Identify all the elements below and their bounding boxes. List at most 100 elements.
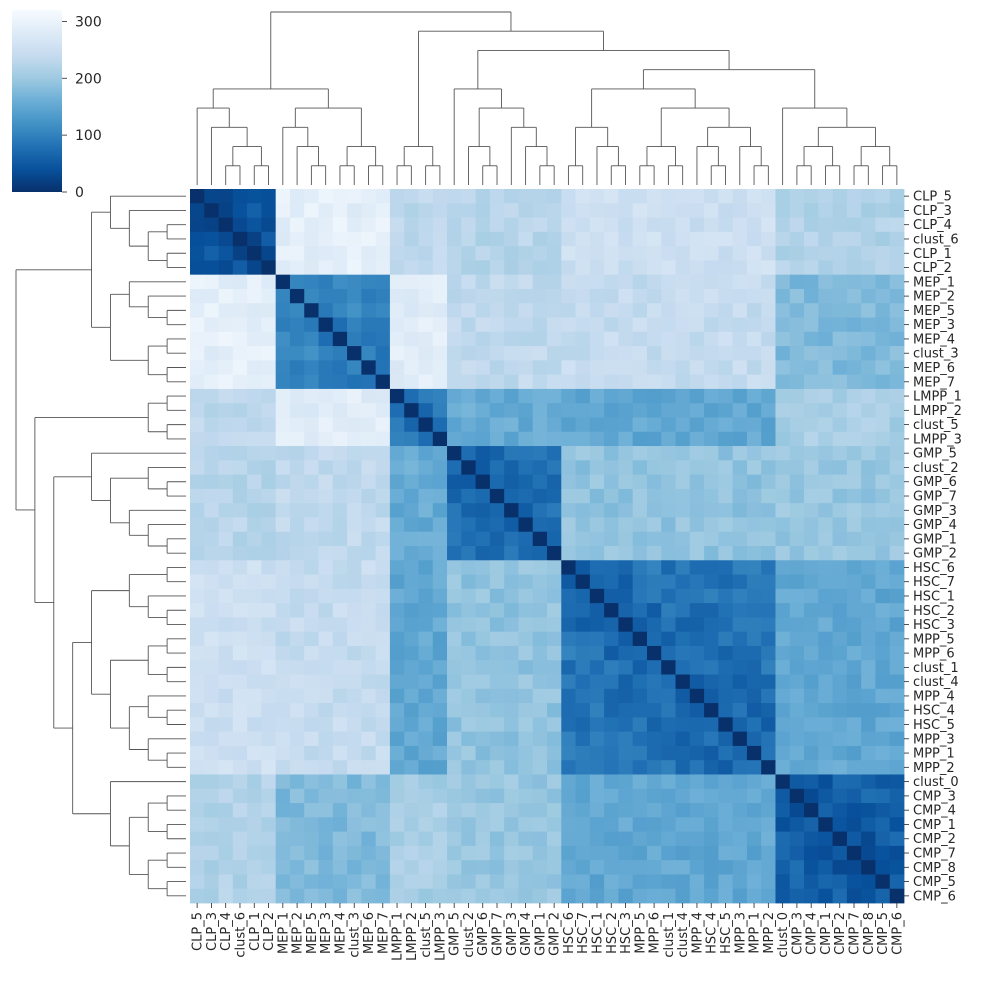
heatmap-cell <box>404 560 419 575</box>
heatmap-cell <box>618 460 634 475</box>
row-label: HSC_1 <box>913 589 955 604</box>
heatmap-cell <box>232 888 248 904</box>
heatmap-cell <box>846 503 862 518</box>
heatmap-cell <box>761 631 776 647</box>
heatmap-cell <box>675 374 691 390</box>
heatmap-cell <box>504 189 519 204</box>
heatmap-cell <box>889 574 905 590</box>
row-label: HSC_6 <box>913 561 955 576</box>
heatmap-cell <box>561 503 576 518</box>
heatmap-cell <box>561 446 576 461</box>
heatmap-cell <box>532 674 548 690</box>
heatmap-cell <box>547 446 562 461</box>
heatmap-cell <box>261 246 277 261</box>
heatmap-cell <box>661 460 676 475</box>
heatmap-cell <box>604 460 619 475</box>
heatmap-cell <box>404 346 419 361</box>
heatmap-cell <box>589 488 605 504</box>
heatmap-cell <box>261 360 277 376</box>
heatmap-cell <box>247 860 262 875</box>
heatmap-cell <box>318 488 334 504</box>
heatmap-cell <box>704 817 719 832</box>
heatmap-cell <box>704 546 719 561</box>
heatmap-cell <box>318 703 334 718</box>
heatmap-cell <box>889 217 905 233</box>
heatmap-cell <box>589 331 605 347</box>
heatmap-cell <box>289 231 305 247</box>
heatmap-cell <box>789 203 805 218</box>
heatmap-cell <box>861 331 876 347</box>
heatmap-cell <box>804 603 819 618</box>
heatmap-cell <box>289 531 305 547</box>
heatmap-cell <box>190 260 205 276</box>
heatmap-cell <box>547 331 562 347</box>
heatmap-cell <box>204 817 219 832</box>
heatmap-cell <box>732 231 748 247</box>
heatmap-cell <box>618 546 634 561</box>
heatmap-cell <box>661 217 676 233</box>
heatmap-cell <box>589 760 605 775</box>
heatmap-cell <box>404 488 419 504</box>
heatmap-cell <box>418 331 434 347</box>
heatmap-cell <box>661 588 676 604</box>
heatmap-cell <box>789 874 805 890</box>
heatmap-cell <box>675 831 691 847</box>
heatmap-cell <box>504 474 519 490</box>
heatmap-cell <box>190 360 205 376</box>
heatmap-cell <box>618 346 634 361</box>
heatmap-cell <box>618 803 634 818</box>
heatmap-cell <box>746 703 762 718</box>
heatmap-cell <box>318 845 334 861</box>
heatmap-cell <box>275 888 291 904</box>
heatmap-cell <box>618 860 634 875</box>
heatmap-cell <box>418 803 434 818</box>
heatmap-cell <box>604 760 619 775</box>
heatmap-cell <box>432 703 448 718</box>
heatmap-cell <box>861 845 876 861</box>
heatmap-cell <box>732 674 748 690</box>
row-label: GMP_5 <box>913 447 957 462</box>
heatmap-cell <box>589 217 605 233</box>
heatmap-cell <box>318 474 334 490</box>
column-label: CLP_4 <box>219 912 234 951</box>
heatmap-cell <box>732 688 748 704</box>
heatmap-cell <box>489 860 505 875</box>
heatmap-cell <box>547 560 562 575</box>
heatmap-cell <box>861 860 876 875</box>
heatmap-cell <box>232 317 248 333</box>
heatmap-cell <box>875 503 891 518</box>
heatmap-cell <box>275 388 291 404</box>
heatmap-cell <box>432 803 448 818</box>
heatmap-cell <box>475 189 491 204</box>
heatmap-cell <box>675 860 691 875</box>
heatmap-cell <box>846 588 862 604</box>
heatmap-cell <box>204 374 219 390</box>
heatmap-cell <box>718 260 734 276</box>
heatmap-cell <box>432 317 448 333</box>
heatmap-cell <box>604 488 619 504</box>
heatmap-cell <box>404 217 419 233</box>
heatmap-cell <box>375 845 391 861</box>
heatmap-cell <box>861 431 876 447</box>
heatmap-cell <box>575 503 591 518</box>
heatmap-cell <box>375 588 391 604</box>
heatmap-cell <box>232 446 248 461</box>
heatmap-cell <box>232 388 248 404</box>
heatmap-cell <box>361 403 377 418</box>
heatmap-cell <box>304 474 319 490</box>
heatmap-cell <box>404 403 419 418</box>
heatmap-cell <box>361 760 377 775</box>
heatmap-cell <box>432 574 448 590</box>
heatmap-cell <box>561 260 576 276</box>
heatmap-cell <box>361 645 377 661</box>
heatmap-cell <box>775 717 791 733</box>
column-label: MPP_2 <box>762 912 777 954</box>
heatmap-cell <box>461 845 476 861</box>
heatmap-cell <box>861 788 876 804</box>
heatmap-cell <box>632 774 648 790</box>
heatmap-cell <box>646 246 662 261</box>
heatmap-cell <box>489 360 505 376</box>
heatmap-cell <box>275 774 291 790</box>
heatmap-cell <box>261 474 277 490</box>
heatmap-cell <box>504 688 519 704</box>
